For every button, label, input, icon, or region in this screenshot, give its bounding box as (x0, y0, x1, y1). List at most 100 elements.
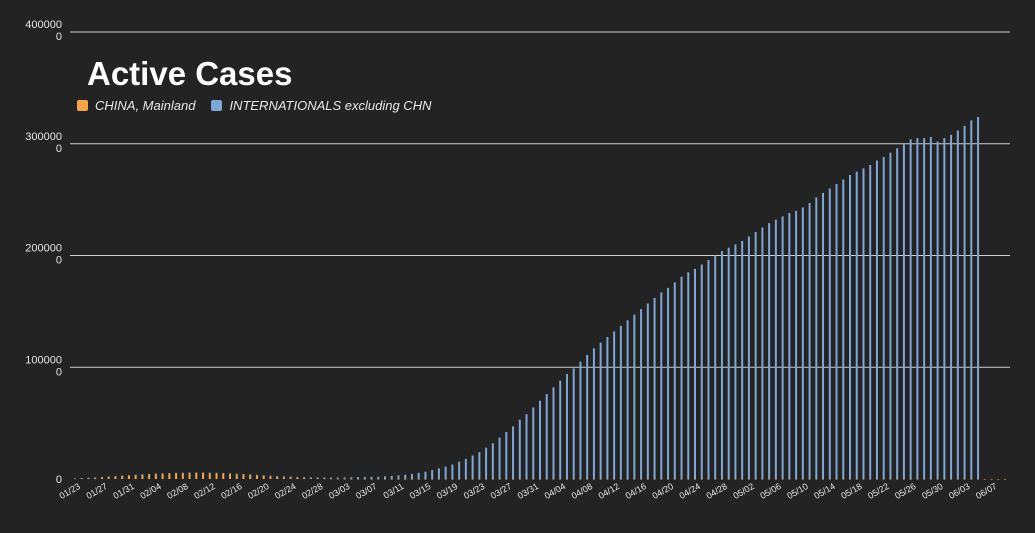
x-tick-label: 05/22 (866, 481, 891, 501)
bar-international (626, 320, 629, 479)
bar-china (498, 478, 501, 480)
bar-international (100, 477, 103, 478)
bar-international (822, 192, 825, 479)
bar-china (255, 475, 258, 479)
bar-china (869, 478, 872, 480)
bar-china (94, 477, 97, 479)
bar-international (148, 473, 151, 475)
bar-china (761, 478, 764, 480)
bar-international (87, 477, 90, 479)
x-tick-label: 04/16 (624, 481, 649, 501)
bar-china (424, 478, 427, 480)
bar-international (720, 251, 723, 479)
bar-china (262, 475, 265, 479)
bar-china (774, 478, 777, 480)
bar-international (377, 476, 380, 479)
bar-international (889, 152, 892, 479)
bar-china (444, 478, 447, 480)
x-tick-label: 03/15 (408, 481, 433, 501)
bar-china (181, 473, 184, 479)
bar-international (94, 477, 97, 479)
bar-international (410, 473, 413, 479)
bar-international (107, 476, 110, 478)
bar-china (437, 478, 440, 480)
bar-international (296, 476, 299, 478)
x-tick-labels: 01/23 01/27 01/31 02/04 02/08 02/12 02/16 02/20… (57, 481, 998, 501)
bar-china (579, 478, 582, 480)
bar-international (134, 474, 137, 476)
bar-international (451, 464, 454, 479)
x-tick-label: 01/27 (84, 481, 109, 501)
x-tick-label: 02/12 (192, 481, 217, 501)
bar-china (114, 476, 117, 479)
bar-china (410, 478, 413, 480)
bar-international (525, 414, 528, 479)
bar-international (747, 236, 750, 479)
bar-china (619, 478, 622, 480)
bar-china (404, 478, 407, 480)
bar-china (512, 478, 515, 480)
y-tick-label: 200000 0 (25, 243, 62, 267)
bar-china (822, 478, 825, 480)
bar-china (997, 478, 1000, 480)
bar-china (532, 478, 535, 480)
bar-china (188, 472, 191, 479)
bar-china (242, 474, 245, 479)
bar-international (539, 400, 541, 479)
bar-china (565, 478, 568, 480)
grid-lines (70, 31, 1010, 368)
bar-china (154, 473, 157, 479)
bar-china (195, 472, 198, 479)
x-tick-label: 02/08 (165, 481, 190, 501)
bar-china (977, 478, 980, 480)
bar-china (653, 478, 656, 480)
y-tick-label: 400000 0 (25, 19, 62, 43)
bar-china (700, 478, 703, 480)
x-tick-label: 05/26 (893, 481, 918, 501)
bar-international (761, 227, 764, 479)
bar-international (862, 168, 865, 479)
bar-china (902, 478, 905, 480)
bar-china (518, 478, 521, 480)
bar-china (727, 478, 730, 480)
bar-international (943, 138, 946, 479)
bar-international (512, 426, 515, 479)
y-tick-label: 100000 0 (25, 354, 62, 378)
bar-china (559, 478, 562, 480)
bar-international (323, 477, 326, 479)
legend-label-international: INTERNATIONALS excluding CHN (229, 98, 432, 113)
bar-china (303, 477, 306, 479)
bar-china (323, 478, 326, 480)
y-tick-label: 300000 0 (25, 131, 62, 155)
bar-china (781, 478, 784, 480)
bar-international (936, 141, 939, 479)
bar-international (667, 287, 670, 479)
bar-china (168, 473, 171, 479)
bar-international (673, 282, 676, 479)
bar-china (613, 478, 616, 480)
bar-china (808, 478, 811, 480)
bar-china (720, 478, 723, 480)
bar-china (768, 478, 771, 480)
bar-china (714, 478, 717, 480)
bar-international (660, 292, 663, 479)
bar-china (202, 472, 205, 479)
legend-label-china: CHINA, Mainland (95, 98, 196, 113)
bar-china (929, 478, 932, 480)
x-tick-label: 04/08 (570, 481, 595, 501)
bar-international (586, 354, 589, 479)
bar-international (343, 477, 346, 479)
bar-china (390, 478, 393, 480)
bar-international (842, 179, 845, 479)
bar-international (532, 407, 535, 479)
bar-international (215, 472, 218, 474)
bar-international (262, 475, 265, 476)
bar-china (343, 478, 346, 480)
bar-international (289, 476, 292, 478)
x-tick-label: 02/20 (246, 481, 271, 501)
bar-china (640, 478, 643, 480)
x-tick-label: 06/03 (947, 481, 972, 501)
bar-china (222, 473, 225, 479)
bar-international (916, 138, 919, 479)
bar-china (592, 478, 595, 480)
